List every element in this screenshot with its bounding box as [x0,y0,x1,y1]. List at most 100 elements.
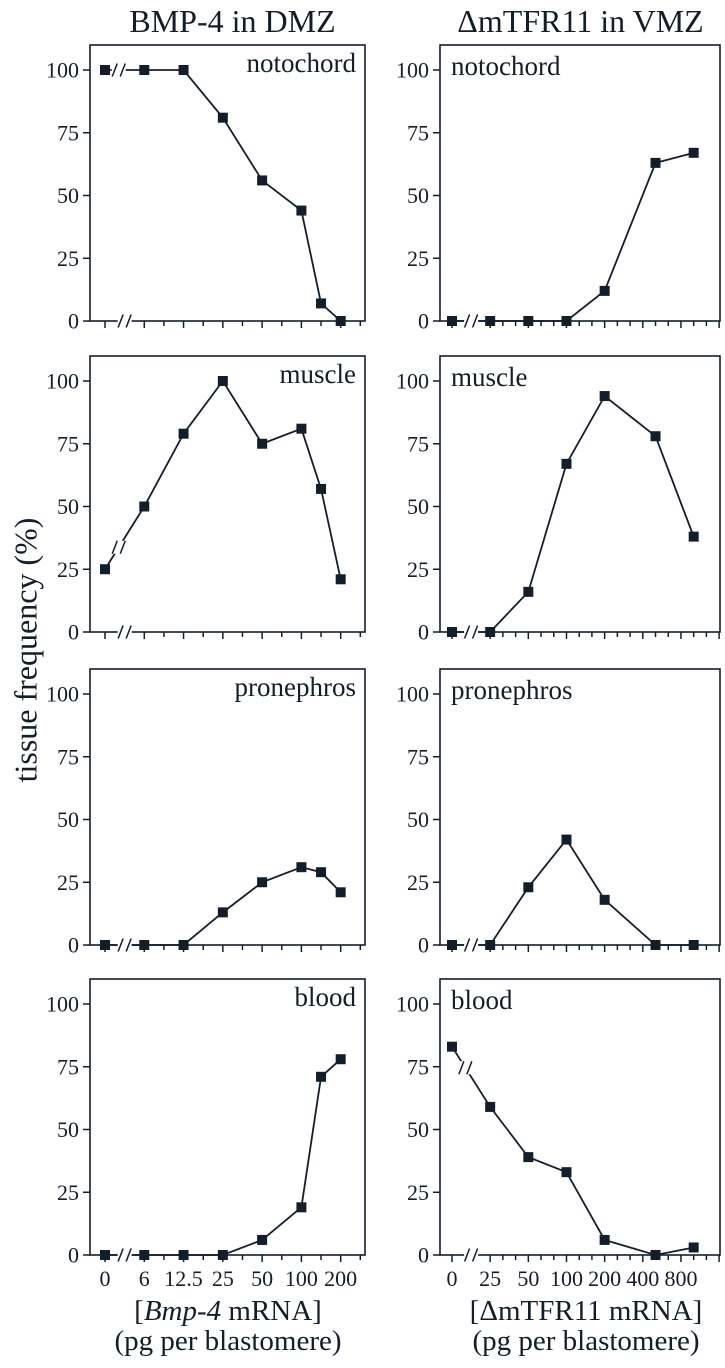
tissue-label: notochord [247,48,357,78]
data-point-marker [447,940,457,950]
x-axis-break-gap [464,314,479,328]
line-chart-vmz-pronephros: 0 25 50 75 100 pronephros [396,668,721,958]
line-break-slash [111,540,118,555]
x-axis-title-suffix: mRNA] [221,1295,322,1327]
line-chart-dmz-pronephros: 0 25 50 75 100 pronephros [46,668,366,958]
column-title-mtfr11-vmz: ΔmTFR11 in VMZ [457,3,704,39]
y-tick-label: 25 [407,1180,429,1205]
x-axis-break-slash [117,625,124,639]
y-tick-label: 100 [46,369,79,394]
x-axis-break-slash [125,938,132,952]
y-tick-label: 100 [46,58,79,83]
y-tick-label: 50 [57,1117,79,1142]
y-tick-label: 0 [418,309,429,334]
y-tick-label: 100 [46,682,79,707]
tissue-label: pronephros [451,675,572,705]
data-point-marker [217,1250,228,1260]
tissue-label: muscle [451,362,527,392]
data-point-marker [561,1167,572,1178]
x-tick-label: 400 [626,1266,659,1291]
data-point-marker [257,175,268,186]
data-point-marker [561,316,572,326]
x-axis-break-gap [464,938,479,952]
data-point-marker [100,564,110,575]
x-tick-label: 12.5 [164,1266,203,1291]
x-axis-break-gap [117,938,132,952]
y-tick-label: 75 [407,744,429,769]
chart-dmz-blood: 0 25 50 75 100 0 6 12.5 25 50 100 200 blood [40,977,375,1307]
data-line [104,379,342,580]
y-tick-label: 50 [57,494,79,519]
data-point-marker [599,894,610,905]
data-point-marker [335,887,346,898]
line-break-gap [111,63,126,77]
data-point-marker [485,940,496,950]
x-axis-break-gap [117,314,132,328]
plot-frame [439,978,721,1256]
tissue-label: muscle [280,359,356,389]
data-line [452,151,694,322]
data-point-marker [523,586,534,597]
chart-vmz-pronephros: 0 25 50 75 100 pronephros [393,667,725,997]
data-line [105,69,342,322]
x-axis-break-slash [471,625,479,639]
y-tick-label: 25 [57,246,79,271]
data-point-marker [523,316,534,326]
data-point-marker [217,112,228,123]
y-tick-label: 50 [57,183,79,208]
x-axis-break-slash [463,1248,471,1262]
y-tick-label: 100 [396,992,429,1017]
data-point-marker [178,65,189,75]
data-point-marker [257,438,268,449]
plot-frame [89,44,366,322]
x-axis-break-slash [463,625,471,639]
y-tick-label: 50 [407,494,429,519]
chart-vmz-notochord: 0 25 50 75 100 notochord [393,43,725,373]
x-tick-label: 200 [324,1266,357,1291]
x-axis-title-bmp4-line1: [Bmp-4 mRNA] [78,1296,378,1326]
plot-frame [89,978,366,1256]
y-tick-label: 25 [57,557,79,582]
x-axis-break-gap [464,1248,479,1262]
data-point-marker [316,483,327,494]
data-point-marker [217,907,228,918]
data-point-marker [523,1152,534,1163]
line-chart-dmz-notochord: 0 25 50 75 100 notochord [46,44,366,334]
y-tick-label: 75 [407,431,429,456]
data-line [105,866,342,946]
y-tick-label: 50 [407,183,429,208]
data-line [452,838,694,946]
x-axis-break-gap [117,1248,132,1262]
x-axis-break-slash [471,1248,479,1262]
data-point-marker [296,423,307,434]
data-point-marker [485,1101,496,1112]
chart-vmz-muscle: 0 25 50 75 100 muscle [393,354,725,684]
data-point-marker [335,1054,346,1065]
data-point-marker [139,501,150,512]
x-tick-label: 50 [517,1266,539,1291]
data-point-marker [139,1250,150,1260]
chart-dmz-muscle: 0 25 50 75 100 muscle [40,354,375,684]
y-tick-label: 75 [57,431,79,456]
data-point-marker [561,458,572,469]
x-axis-break-slash [471,938,479,952]
line-break-slash [119,63,126,77]
x-axis-break-slash [125,1248,132,1262]
y-tick-label: 100 [396,58,429,83]
plot-frame [89,668,366,946]
x-axis-title-gene-italic: Bmp-4 [143,1295,222,1327]
x-tick-label: 6 [139,1266,150,1291]
data-point-marker [599,391,610,402]
y-tick-label: 50 [57,807,79,832]
data-point-marker [599,1234,610,1245]
x-axis-break-gap [117,625,132,639]
data-point-marker [100,1250,110,1260]
x-axis-break-slash [125,625,132,639]
y-tick-label: 0 [418,620,429,645]
y-tick-label: 100 [396,682,429,707]
x-axis-break-slash [125,314,132,328]
data-point-marker [599,285,610,296]
data-point-marker [316,1071,327,1082]
